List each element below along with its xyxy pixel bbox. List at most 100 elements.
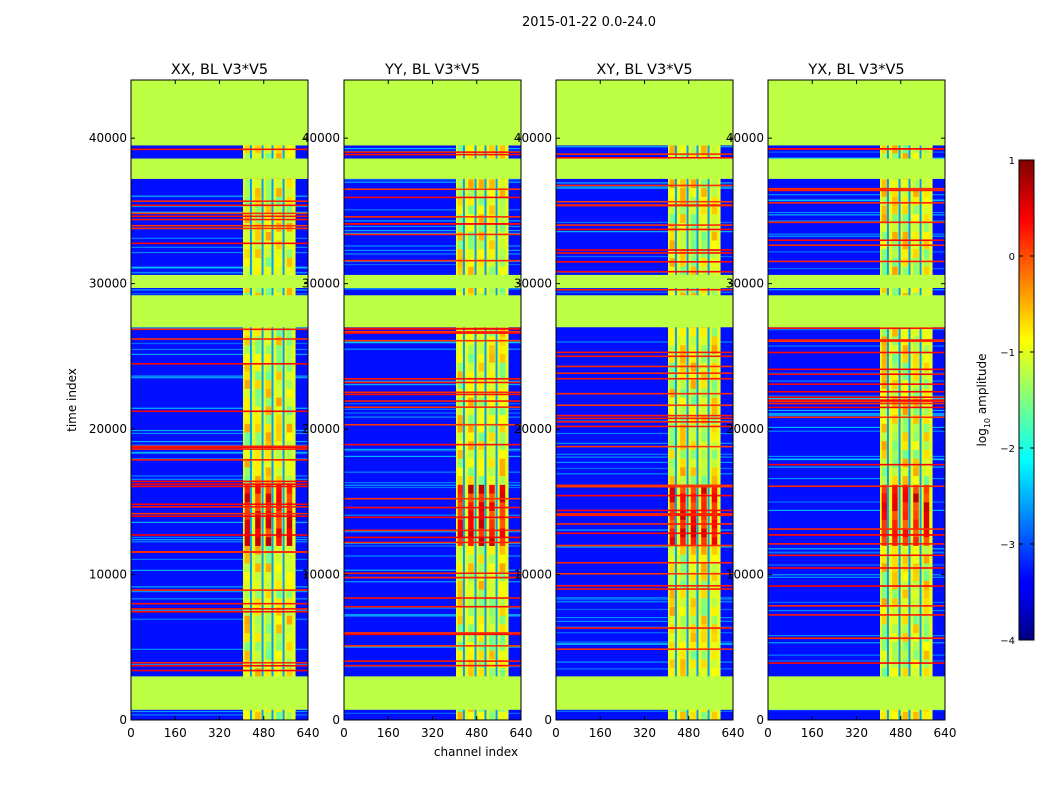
band-cell <box>499 362 506 372</box>
band-cell <box>881 589 888 599</box>
band-cell <box>457 231 464 241</box>
band-cell <box>276 484 282 494</box>
noise-line <box>768 412 945 415</box>
band-cell <box>913 231 919 241</box>
band-cell <box>286 458 293 468</box>
band-cell <box>923 597 930 608</box>
y-tick-label: 40000 <box>726 131 764 145</box>
band-cell <box>902 484 909 494</box>
band-cell <box>276 641 282 651</box>
band-cell <box>468 536 474 546</box>
band-cell <box>276 187 282 197</box>
band-cell <box>244 536 251 546</box>
band-cell <box>892 344 898 354</box>
band-cell <box>489 353 495 363</box>
band-cell <box>711 283 718 293</box>
band-cell <box>457 510 464 520</box>
band-cell <box>690 178 697 189</box>
band-cell <box>680 667 686 677</box>
band-cell <box>881 571 888 581</box>
band-cell <box>276 510 282 520</box>
band-cell <box>265 187 272 197</box>
band-cell <box>478 458 485 468</box>
rfi-line <box>131 661 308 664</box>
band-cell <box>690 493 697 503</box>
rfi-line <box>131 338 308 340</box>
band-cell <box>255 353 261 363</box>
band-cell <box>468 510 474 520</box>
noise-line <box>768 414 945 417</box>
noise-line <box>131 342 308 345</box>
band-gap <box>696 80 699 720</box>
band-cell <box>478 545 485 555</box>
band-cell <box>902 510 909 520</box>
rfi-line <box>556 425 733 428</box>
band-cell <box>499 432 506 442</box>
band-cell <box>902 187 909 197</box>
band-cell <box>881 606 888 616</box>
noise-line <box>131 237 308 239</box>
noise-line <box>768 601 945 604</box>
band-cell <box>892 432 898 442</box>
band-cell <box>913 327 919 337</box>
band-cell <box>276 405 282 416</box>
band-cell <box>286 388 293 398</box>
noise-line <box>556 600 733 602</box>
band-cell <box>923 344 930 354</box>
y-tick-label: 30000 <box>726 277 764 291</box>
rfi-line <box>768 396 945 399</box>
band-cell <box>489 484 495 494</box>
band-cell <box>489 580 495 590</box>
rfi-line <box>768 400 945 403</box>
band-cell <box>913 554 919 564</box>
band-cell <box>669 458 676 468</box>
band-cell <box>902 536 909 546</box>
band-cell <box>255 624 261 634</box>
band-cell <box>499 458 506 468</box>
band-cell <box>923 536 930 546</box>
rfi-line <box>768 340 945 343</box>
x-tick-label: 480 <box>465 726 488 740</box>
band-cell <box>255 327 261 337</box>
band-cell <box>902 519 909 529</box>
noise-line <box>556 546 733 548</box>
band-cell <box>286 257 293 267</box>
band-cell <box>902 213 909 224</box>
colorbar: 1 0 −1 −2 −3 −4 log10 amplitude <box>975 156 1035 647</box>
rfi-line <box>556 514 733 517</box>
noise-line <box>768 329 945 331</box>
band-cell <box>913 449 919 459</box>
band-cell <box>489 519 495 529</box>
band-cell <box>276 344 282 354</box>
band-cell <box>457 597 464 608</box>
noise-line <box>768 642 945 644</box>
band-cell <box>457 283 464 293</box>
band-cell <box>276 440 282 450</box>
noise-line <box>768 395 945 397</box>
y-tick-label: 0 <box>544 713 552 727</box>
rfi-line <box>344 153 521 156</box>
band-cell <box>913 196 919 206</box>
band-cell <box>255 632 261 642</box>
band-cell <box>478 667 485 677</box>
rfi-line <box>768 416 945 419</box>
y-tick-label: 20000 <box>514 422 552 436</box>
band-cell <box>244 362 251 372</box>
rfi-line <box>556 392 733 395</box>
noise-line <box>768 458 945 460</box>
band-cell <box>892 283 898 293</box>
band-cell <box>690 589 697 599</box>
band-cell <box>286 353 293 363</box>
band-cell <box>923 545 930 555</box>
band-cell <box>265 397 272 407</box>
band-cell <box>669 554 676 564</box>
noise-line <box>768 251 945 253</box>
band-cell <box>478 615 485 625</box>
band-cell <box>902 624 909 634</box>
band-cell <box>276 580 282 590</box>
band-cell <box>468 379 474 389</box>
band-cell <box>690 571 697 581</box>
band-cell <box>892 353 898 363</box>
band-cell <box>478 240 485 250</box>
band-cell <box>244 187 251 197</box>
